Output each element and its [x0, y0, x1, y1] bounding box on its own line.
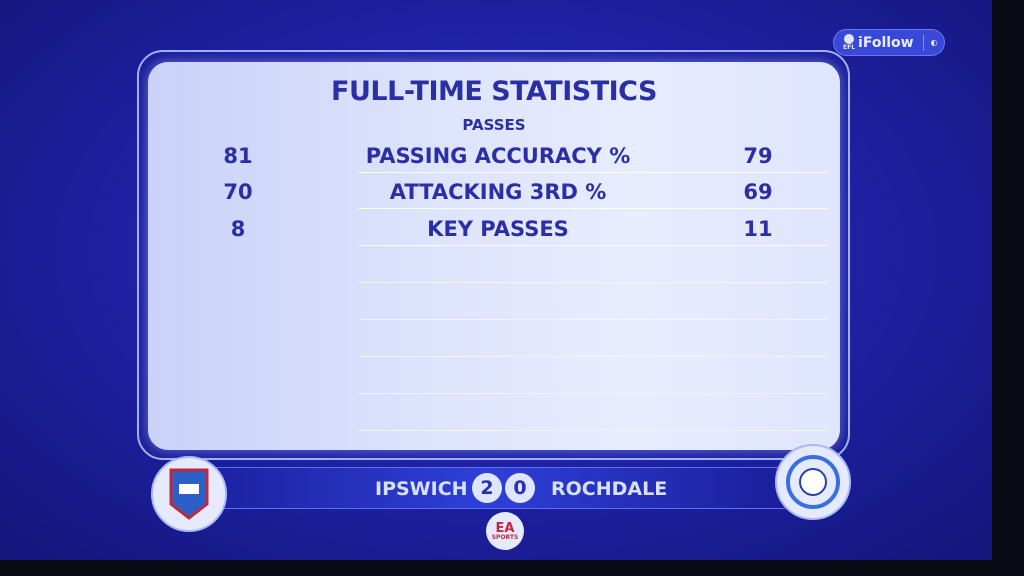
rochdale-crest-icon — [775, 444, 851, 520]
scoreboard: IPSWICH 2 0 ROCHDALE — [185, 467, 785, 509]
home-value: 8 — [230, 217, 246, 241]
stat-label: KEY PASSES — [427, 217, 569, 241]
ea-sports-logo: EA SPORTS — [486, 512, 524, 550]
stat-row: 8 KEY PASSES 11 — [148, 215, 840, 245]
home-value: 81 — [223, 144, 253, 168]
home-value: 70 — [223, 180, 253, 204]
game-screen: EFL iFollow ◐ FULL-TIME STATISTICS PASSE… — [0, 0, 992, 560]
efl-icon — [844, 34, 855, 44]
section-title: PASSES — [462, 116, 526, 134]
divider — [922, 34, 924, 51]
home-score: 2 — [472, 473, 502, 503]
away-score: 0 — [505, 473, 535, 503]
away-team-name: ROCHDALE — [551, 478, 668, 500]
ea-logo-sub: SPORTS — [491, 533, 519, 541]
home-team-name: IPSWICH — [375, 478, 468, 500]
ipswich-crest-icon — [151, 456, 227, 532]
away-value: 69 — [743, 180, 773, 204]
away-value: 11 — [743, 217, 773, 241]
stat-row: 81 PASSING ACCURACY % 79 — [148, 142, 840, 172]
row-divider — [358, 172, 828, 173]
row-divider — [358, 393, 828, 394]
ea-icon: ◐ — [930, 38, 938, 47]
row-divider — [358, 208, 828, 209]
efl-logo: EFL — [843, 34, 855, 51]
ifollow-badge: EFL iFollow ◐ — [833, 29, 945, 56]
ea-logo-text: EA — [495, 520, 515, 536]
stat-label: PASSING ACCURACY % — [365, 144, 631, 168]
row-divider — [358, 356, 828, 357]
row-divider — [358, 245, 828, 246]
page-title: FULL-TIME STATISTICS — [331, 76, 657, 107]
efl-label: EFL — [843, 44, 856, 51]
stats-panel: FULL-TIME STATISTICS PASSES 81 PASSING A… — [148, 62, 840, 450]
stat-row: 70 ATTACKING 3RD % 69 — [148, 178, 840, 208]
row-divider — [358, 282, 828, 283]
row-divider — [358, 430, 828, 431]
ifollow-label: iFollow — [858, 34, 914, 51]
stats-panel-frame — [137, 50, 850, 460]
row-divider — [358, 319, 828, 320]
away-value: 79 — [743, 144, 773, 168]
stat-label: ATTACKING 3RD % — [389, 180, 607, 204]
